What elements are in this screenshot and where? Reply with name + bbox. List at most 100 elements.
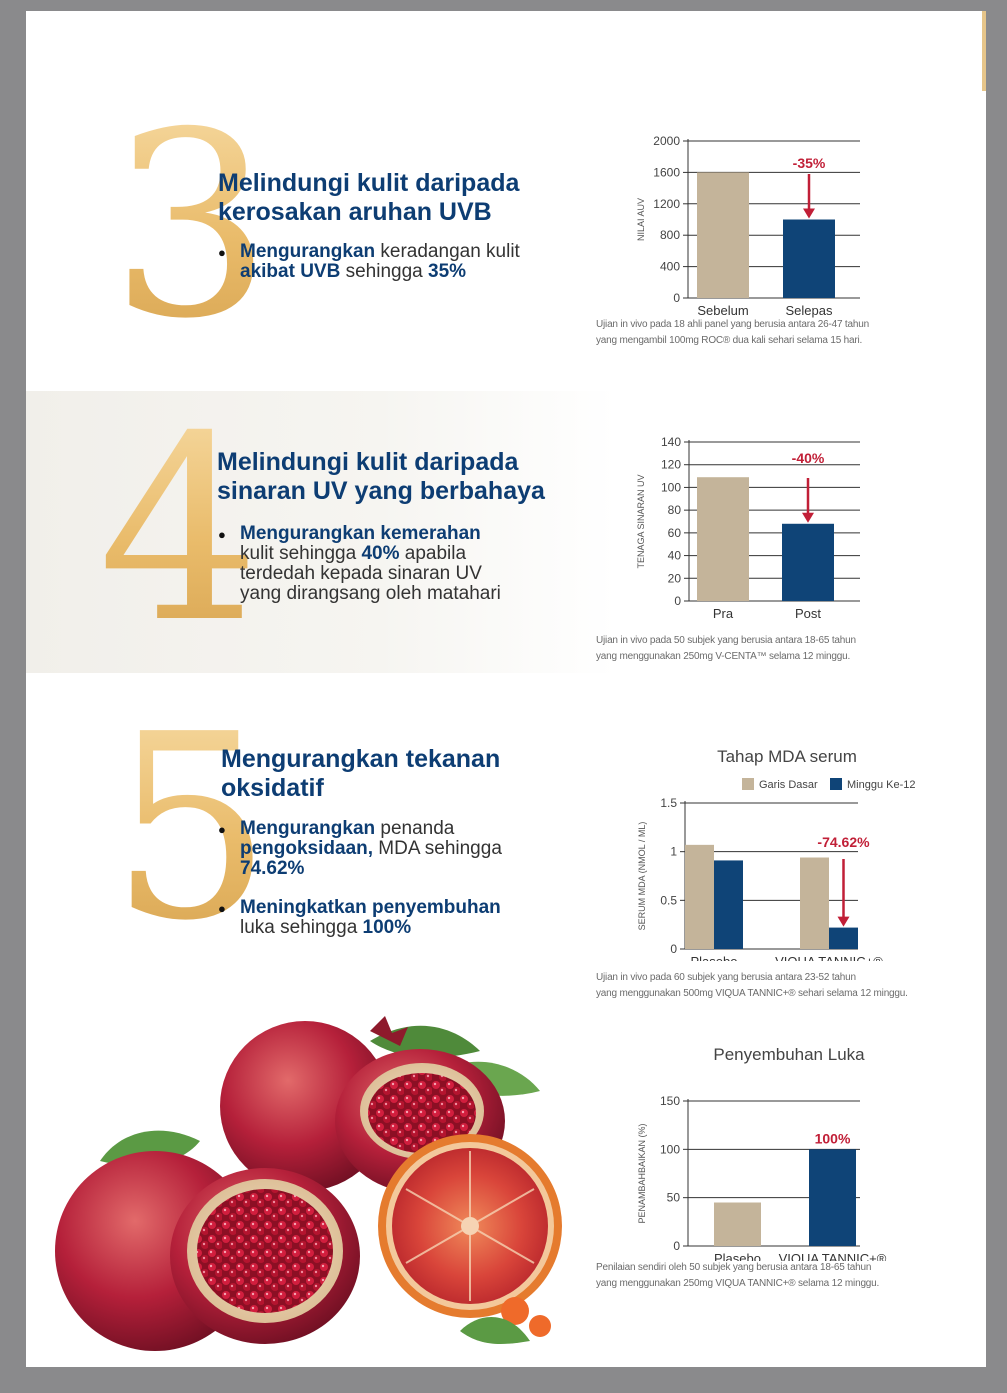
y-axis-label: PENAMBAHBAIKAN (%): [637, 1123, 647, 1223]
tick-label: 800: [660, 228, 680, 242]
chart-title: Tahap MDA serum: [717, 747, 857, 766]
chart-uv-energy-svg: 0 20 40 60 80 100 120 140 TENAGA SINARAN UV Pra Po…: [636, 435, 860, 637]
reduction-label: -35%: [793, 155, 826, 171]
chart-uvb: 0 400 800 1200 1600 2000 NILAI AUV Sebelum Selep…: [590, 119, 930, 324]
bar: [783, 219, 835, 298]
highlight-text: 100%: [362, 917, 412, 938]
chart-wound-note: Penilaian sendiri oleh 50 subjek yang be…: [596, 1260, 879, 1292]
section-3-heading: Melindungi kulit daripada kerosakan aruh…: [218, 169, 519, 227]
bar: [809, 1149, 856, 1246]
highlight-text: 40%: [361, 543, 400, 564]
body-text: penanda: [375, 818, 455, 839]
tick-label: 40: [668, 549, 682, 563]
tick-label: 150: [660, 1094, 680, 1108]
reduction-label: -40%: [792, 450, 825, 466]
reduction-label: -74.62%: [817, 834, 870, 850]
highlight-text: Mengurangkan: [240, 241, 376, 262]
legend-label: Minggu Ke-12: [847, 779, 916, 791]
chart-mda-svg: Tahap MDA serum 0 0.5 1 1.5 SERUM MDA (NMOL /…: [637, 747, 916, 969]
heading-line: Melindungi kulit daripada: [217, 448, 519, 476]
bar: [714, 1202, 761, 1246]
pomegranate-orange-image: [55, 1016, 562, 1351]
chart-wound: Penyembuhan Luka 0 50 100 150 PENAMBAHBAIKAN …: [590, 1029, 960, 1266]
body-text: kulit sehingga: [240, 543, 362, 564]
heading-line: Melindungi kulit daripada: [218, 169, 520, 197]
tick-label: 400: [660, 260, 680, 274]
note-line: yang menggunakan 250mg V-CENTA™ selama 1…: [596, 651, 851, 662]
section-4-heading: Melindungi kulit daripada sinaran UV yan…: [217, 448, 545, 506]
bar: [697, 172, 749, 298]
note-line: yang menggunakan 500mg VIQUA TANNIC+® se…: [596, 988, 908, 999]
tick-label: 1.5: [660, 796, 677, 810]
tick-label: 0.5: [660, 893, 677, 907]
bar: [697, 477, 749, 601]
increase-label: 100%: [815, 1130, 851, 1146]
note-line: Ujian in vivo pada 18 ahli panel yang be…: [596, 319, 869, 330]
tick-label: 100: [660, 1142, 680, 1156]
note-line: Penilaian sendiri oleh 50 subjek yang be…: [596, 1262, 872, 1273]
chart-uv-energy-note: Ujian in vivo pada 50 subjek yang berusi…: [596, 633, 856, 665]
legend-swatch: [742, 778, 754, 790]
tick-label: 0: [670, 942, 677, 956]
brochure-page: 3 Melindungi kulit daripada kerosakan ar…: [26, 11, 986, 1367]
note-line: yang mengambil 100mg ROC® dua kali sehar…: [596, 335, 863, 346]
category-label: Post: [795, 606, 821, 621]
tick-label: 140: [661, 435, 681, 449]
highlight-text: Mengurangkan: [240, 818, 376, 839]
highlight-text: akibat UVB: [240, 261, 341, 282]
legend-swatch: [830, 778, 842, 790]
note-line: yang menggunakan 250mg VIQUA TANNIC+® se…: [596, 1278, 880, 1289]
section-5-heading: Mengurangkan tekanan oksidatif: [221, 745, 500, 803]
arrow-head: [803, 208, 815, 219]
body-text: keradangan kulit: [375, 241, 520, 262]
bar: [782, 523, 834, 601]
arrow-head: [802, 512, 814, 523]
section-number-3: 3: [110, 78, 273, 375]
body-text: MDA sehingga: [373, 838, 502, 859]
tick-label: 60: [668, 526, 682, 540]
bullet-item: Mengurangkan keradangan kulit akibat UVB…: [218, 242, 520, 282]
chart-mda-note: Ujian in vivo pada 60 subjek yang berusi…: [596, 970, 908, 1002]
bar: [685, 844, 714, 949]
y-axis-label: NILAI AUV: [636, 198, 646, 241]
category-label: Plasebo: [691, 954, 738, 961]
tick-label: 120: [661, 458, 681, 472]
tick-label: 1600: [653, 165, 680, 179]
highlight-text: 74.62%: [240, 858, 305, 879]
tick-label: 2000: [653, 134, 680, 148]
heading-line: kerosakan aruhan UVB: [218, 198, 492, 226]
tick-label: 80: [668, 503, 682, 517]
highlight-text: 35%: [428, 261, 467, 282]
body-text: yang dirangsang oleh matahari: [240, 583, 501, 604]
category-label: VIQUA TANNIC+®: [775, 954, 883, 961]
chart-uvb-note: Ujian in vivo pada 18 ahli panel yang be…: [596, 317, 869, 349]
note-line: Ujian in vivo pada 60 subjek yang berusi…: [596, 972, 856, 983]
heading-line: Mengurangkan tekanan: [221, 745, 501, 773]
y-axis-label: TENAGA SINARAN UV: [636, 474, 646, 568]
bar: [829, 927, 858, 949]
note-line: Ujian in vivo pada 50 subjek yang berusi…: [596, 635, 856, 646]
tick-label: 100: [661, 480, 681, 494]
chart-wound-svg: Penyembuhan Luka 0 50 100 150 PENAMBAHBAIKAN …: [637, 1045, 887, 1266]
body-text: sehingga: [340, 261, 428, 282]
bar: [800, 857, 829, 949]
highlight-text: pengoksidaan,: [240, 838, 374, 859]
highlight-text: Meningkatkan penyembuhan: [240, 897, 501, 918]
tick-label: 1200: [653, 197, 680, 211]
tick-label: 0: [674, 594, 681, 608]
heading-line: oksidatif: [221, 774, 324, 802]
chart-mda: Tahap MDA serum 0 0.5 1 1.5 SERUM MDA (NMOL /…: [590, 731, 960, 969]
page-edge: [982, 11, 986, 91]
chart-uvb-svg: 0 400 800 1200 1600 2000 NILAI AUV Sebelum Selep…: [636, 134, 860, 318]
category-label: Pra: [713, 606, 734, 621]
tick-label: 0: [673, 1239, 680, 1253]
category-label: Selepas: [786, 303, 833, 318]
legend-label: Garis Dasar: [759, 779, 818, 791]
arrow-head: [837, 916, 850, 927]
category-label: Sebelum: [697, 303, 748, 318]
